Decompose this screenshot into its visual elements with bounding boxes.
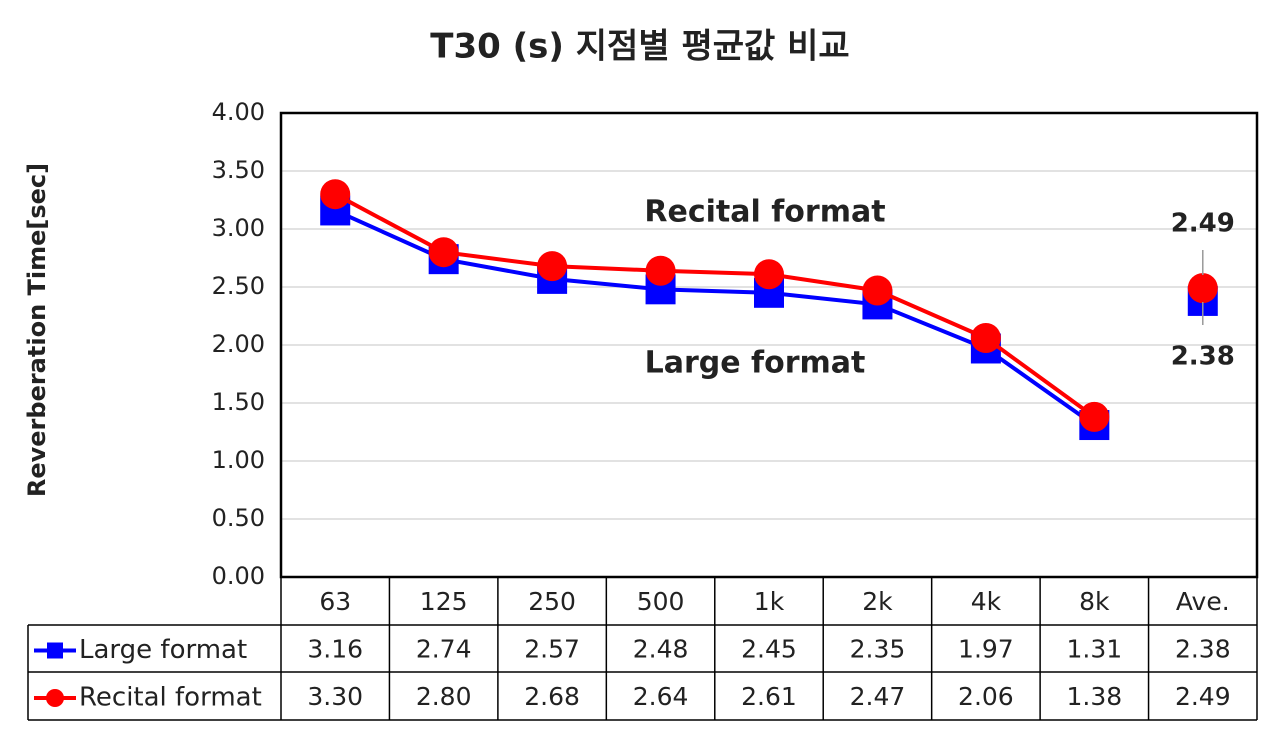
chart-title: T30 (s) 지점별 평균값 비교 [430,27,849,67]
marker [754,259,784,290]
y-tick-label: 0.50 [212,504,265,532]
table-value: 2.45 [741,635,797,664]
table-value: 1.31 [1066,635,1122,664]
table-value: 2.35 [850,635,906,664]
y-tick-label: 0.00 [212,562,265,590]
x-tick-label: 4k [971,587,1002,616]
table-value: 2.74 [416,635,472,664]
table-value: 2.64 [633,682,689,711]
series-annotation: Large format [645,346,866,381]
value-label: 2.49 [1171,209,1235,239]
y-tick-label: 4.00 [212,98,265,126]
series-line [334,208,1096,427]
table-value: 2.61 [741,682,797,711]
x-tick-label: 63 [319,587,351,616]
table-value: 2.49 [1175,682,1231,711]
marker [1187,273,1218,304]
series-annotation: Recital format [644,195,885,230]
y-tick-label: 2.50 [212,272,265,300]
table-value: 3.30 [307,682,363,711]
marker [862,275,893,306]
y-tick-label: 1.00 [212,446,265,474]
legend-label: Large format [79,635,247,665]
legend-marker [47,642,63,659]
x-tick-label: Ave. [1176,587,1230,616]
x-tick-label: 2k [862,587,893,616]
value-label: 2.38 [1171,342,1235,372]
marker [537,251,568,282]
x-tick-label: 1k [754,587,785,616]
table-value: 3.16 [307,635,363,664]
marker [970,323,1001,354]
table-value: 1.38 [1066,682,1122,711]
y-tick-label: 1.50 [212,388,265,416]
legend-label: Recital format [79,683,262,713]
table-value: 2.80 [416,682,472,711]
y-tick-label: 3.50 [212,156,265,184]
series-line [334,192,1096,419]
y-tick-label: 2.00 [212,330,265,358]
marker [320,179,351,210]
marker [428,237,459,268]
table-value: 2.06 [958,682,1014,711]
table-value: 2.38 [1175,635,1231,664]
table-value: 2.47 [850,682,906,711]
marker [1079,401,1110,432]
y-axis-label: Reverberation Time[sec] [23,163,51,497]
table-value: 2.48 [633,635,689,664]
x-tick-label: 8k [1079,587,1110,616]
y-tick-label: 3.00 [212,214,265,242]
x-tick-label: 125 [420,587,468,616]
x-tick-label: 500 [637,587,685,616]
table-value: 2.68 [524,682,580,711]
table-value: 2.57 [524,635,580,664]
x-tick-label: 250 [528,587,576,616]
table-value: 1.97 [958,635,1014,664]
legend-marker [46,689,64,707]
marker [645,255,676,286]
